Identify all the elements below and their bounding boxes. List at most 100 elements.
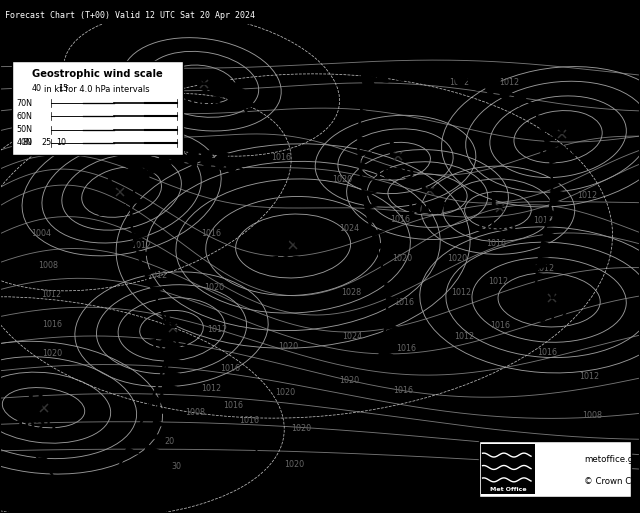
- Text: 1024: 1024: [342, 332, 362, 341]
- Text: 1008: 1008: [111, 139, 132, 148]
- Polygon shape: [131, 214, 145, 223]
- Text: 1016: 1016: [271, 153, 292, 162]
- Polygon shape: [123, 98, 135, 106]
- Polygon shape: [551, 188, 565, 196]
- Polygon shape: [150, 395, 166, 402]
- Text: 1012: 1012: [532, 215, 553, 225]
- Polygon shape: [133, 233, 148, 241]
- Polygon shape: [362, 96, 376, 103]
- Text: 1016: 1016: [42, 320, 63, 329]
- Polygon shape: [486, 80, 500, 95]
- Polygon shape: [424, 65, 436, 81]
- Text: 1016: 1016: [396, 344, 417, 353]
- Polygon shape: [227, 158, 243, 174]
- Text: 25: 25: [42, 139, 52, 147]
- Text: 1008: 1008: [475, 219, 517, 234]
- Polygon shape: [170, 330, 185, 338]
- Text: 1012: 1012: [499, 78, 519, 87]
- Bar: [479, 441, 631, 497]
- Text: 20: 20: [164, 438, 175, 446]
- Polygon shape: [125, 447, 140, 454]
- Text: 1012: 1012: [579, 372, 599, 381]
- Polygon shape: [551, 167, 564, 174]
- Polygon shape: [364, 83, 377, 90]
- Polygon shape: [141, 457, 156, 464]
- Polygon shape: [156, 407, 171, 415]
- Polygon shape: [541, 126, 555, 133]
- Text: 1016: 1016: [537, 348, 557, 357]
- Polygon shape: [221, 83, 240, 95]
- Polygon shape: [547, 146, 561, 153]
- Text: 1008: 1008: [185, 408, 205, 417]
- Text: 80: 80: [22, 139, 33, 147]
- Text: 1007: 1007: [404, 202, 447, 217]
- Text: 1017: 1017: [526, 309, 568, 325]
- Text: L: L: [387, 141, 400, 161]
- Polygon shape: [129, 89, 147, 104]
- Text: L: L: [419, 175, 432, 195]
- Polygon shape: [227, 88, 245, 101]
- Text: 1008: 1008: [38, 261, 58, 270]
- Polygon shape: [359, 123, 372, 130]
- Polygon shape: [368, 216, 382, 224]
- Text: 1012: 1012: [451, 288, 471, 297]
- Polygon shape: [387, 309, 401, 317]
- Polygon shape: [200, 151, 212, 167]
- Polygon shape: [169, 343, 183, 351]
- Polygon shape: [138, 469, 153, 477]
- Polygon shape: [131, 495, 146, 502]
- Polygon shape: [379, 349, 393, 357]
- Text: H: H: [538, 283, 556, 303]
- Polygon shape: [358, 136, 372, 144]
- Text: L: L: [106, 177, 118, 197]
- Text: metoffice.gov.uk: metoffice.gov.uk: [584, 455, 640, 464]
- Polygon shape: [38, 456, 49, 463]
- Polygon shape: [143, 269, 159, 277]
- Text: H: H: [26, 393, 44, 413]
- Polygon shape: [163, 381, 177, 389]
- Polygon shape: [544, 136, 558, 143]
- Polygon shape: [207, 76, 218, 92]
- Polygon shape: [371, 230, 385, 237]
- Polygon shape: [440, 67, 454, 83]
- Bar: [12, 61, 183, 155]
- Polygon shape: [159, 394, 175, 402]
- Polygon shape: [115, 114, 127, 122]
- Polygon shape: [135, 178, 150, 186]
- Text: Met Office: Met Office: [490, 487, 526, 492]
- Polygon shape: [387, 295, 401, 303]
- Text: © Crown Copyright: © Crown Copyright: [584, 477, 640, 486]
- Text: H: H: [282, 229, 300, 249]
- Text: 1016: 1016: [220, 364, 241, 373]
- Polygon shape: [125, 165, 138, 172]
- Polygon shape: [111, 482, 126, 490]
- Polygon shape: [543, 230, 557, 238]
- Polygon shape: [232, 94, 251, 106]
- Polygon shape: [163, 359, 179, 367]
- Polygon shape: [537, 115, 551, 123]
- Text: 1012: 1012: [449, 78, 470, 87]
- Polygon shape: [361, 70, 374, 86]
- Text: 1009: 1009: [372, 167, 415, 183]
- Polygon shape: [361, 176, 375, 184]
- Polygon shape: [471, 75, 484, 90]
- Text: 1025: 1025: [14, 420, 56, 435]
- Text: 1012: 1012: [147, 271, 167, 280]
- Text: 1012: 1012: [207, 325, 228, 334]
- Polygon shape: [392, 65, 404, 81]
- Polygon shape: [385, 282, 399, 290]
- Polygon shape: [138, 251, 152, 259]
- Polygon shape: [536, 272, 550, 280]
- Text: 1016: 1016: [390, 214, 410, 224]
- Polygon shape: [65, 489, 77, 497]
- Text: 1016: 1016: [223, 401, 244, 410]
- Polygon shape: [514, 92, 530, 106]
- Polygon shape: [198, 75, 209, 91]
- Text: 10: 10: [56, 139, 67, 147]
- Text: 1031: 1031: [270, 255, 312, 271]
- Text: 1028: 1028: [340, 288, 361, 297]
- Polygon shape: [383, 336, 397, 343]
- Text: 1012: 1012: [488, 277, 508, 286]
- Polygon shape: [151, 287, 166, 294]
- Polygon shape: [165, 369, 180, 377]
